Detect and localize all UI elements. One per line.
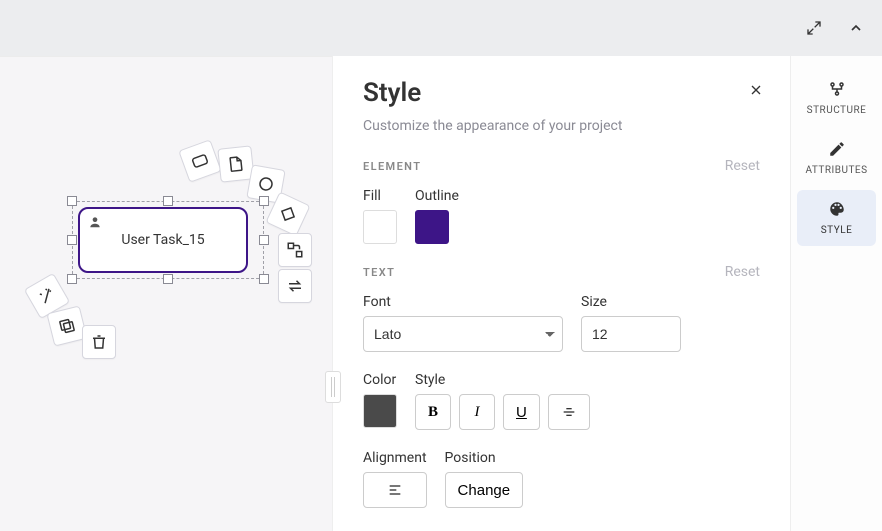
sidebar-item-style[interactable]: STYLE	[797, 190, 876, 246]
resize-handle-bl[interactable]	[67, 274, 77, 284]
chevron-up-icon[interactable]	[848, 20, 864, 36]
text-color-swatch[interactable]	[363, 394, 397, 428]
outline-label: Outline	[415, 188, 459, 204]
node-wrap[interactable]: User Task_15	[78, 207, 258, 273]
position-change-button[interactable]: Change	[445, 472, 524, 508]
sidebar-item-attributes[interactable]: ATTRIBUTES	[797, 130, 876, 186]
expand-icon[interactable]	[806, 20, 822, 36]
outline-swatch[interactable]	[415, 210, 449, 244]
canvas-area[interactable]: User Task_15	[0, 56, 332, 531]
element-section-label: ELEMENT	[363, 160, 421, 173]
palette-connect-icon[interactable]	[278, 233, 312, 267]
pencil-icon	[828, 140, 846, 161]
fill-label: Fill	[363, 188, 397, 204]
sidebar-item-structure[interactable]: STRUCTURE	[797, 70, 876, 126]
bold-button[interactable]: B	[415, 394, 451, 430]
resize-handle-mt[interactable]	[163, 196, 173, 206]
palette-trash-icon[interactable]	[82, 325, 116, 359]
close-icon[interactable]	[748, 82, 764, 102]
resize-handle-tr[interactable]	[259, 196, 269, 206]
resize-handle-tl[interactable]	[67, 196, 77, 206]
resize-handle-ml[interactable]	[67, 235, 77, 245]
resize-handle-br[interactable]	[259, 274, 269, 284]
alignment-button[interactable]	[363, 472, 427, 508]
resize-handle-mr[interactable]	[259, 235, 269, 245]
sidebar: STRUCTURE ATTRIBUTES STYLE	[790, 56, 882, 531]
node-label: User Task_15	[121, 232, 204, 248]
underline-button[interactable]: U	[503, 394, 540, 430]
panel-subtitle: Customize the appearance of your project	[363, 118, 760, 134]
font-select[interactable]: Lato	[363, 316, 563, 352]
alignment-label: Alignment	[363, 450, 427, 466]
canvas-node[interactable]: User Task_15	[78, 207, 248, 273]
style-panel: Style Customize the appearance of your p…	[332, 56, 790, 531]
color-label: Color	[363, 372, 397, 388]
panel-drag-handle[interactable]	[325, 371, 341, 403]
palette-icon	[828, 200, 846, 221]
size-label: Size	[581, 294, 681, 310]
style-label: Style	[415, 372, 590, 388]
topbar	[0, 0, 882, 56]
palette-rect-icon[interactable]	[178, 139, 222, 183]
fill-swatch[interactable]	[363, 210, 397, 244]
resize-handle-mb[interactable]	[163, 274, 173, 284]
sidebar-item-label: ATTRIBUTES	[805, 165, 867, 176]
element-reset-link[interactable]: Reset	[725, 158, 760, 174]
text-reset-link[interactable]: Reset	[725, 264, 760, 280]
sidebar-item-label: STYLE	[821, 225, 853, 236]
size-input[interactable]	[581, 316, 681, 352]
position-label: Position	[445, 450, 524, 466]
italic-button[interactable]: I	[459, 394, 495, 430]
text-section-label: TEXT	[363, 266, 395, 279]
user-icon	[88, 215, 102, 233]
strike-button[interactable]	[548, 394, 590, 430]
panel-title: Style	[363, 78, 760, 108]
tree-icon	[828, 80, 846, 101]
main: User Task_15 Style Customize the appeara…	[0, 56, 882, 531]
font-label: Font	[363, 294, 563, 310]
sidebar-item-label: STRUCTURE	[807, 105, 867, 116]
palette-swap-icon[interactable]	[278, 269, 312, 303]
